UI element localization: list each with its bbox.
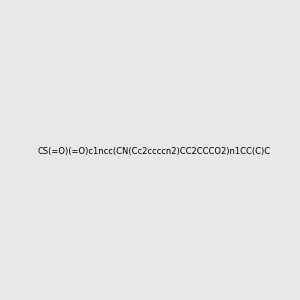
Text: CS(=O)(=O)c1ncc(CN(Cc2ccccn2)CC2CCCO2)n1CC(C)C: CS(=O)(=O)c1ncc(CN(Cc2ccccn2)CC2CCCO2)n1… (37, 147, 270, 156)
